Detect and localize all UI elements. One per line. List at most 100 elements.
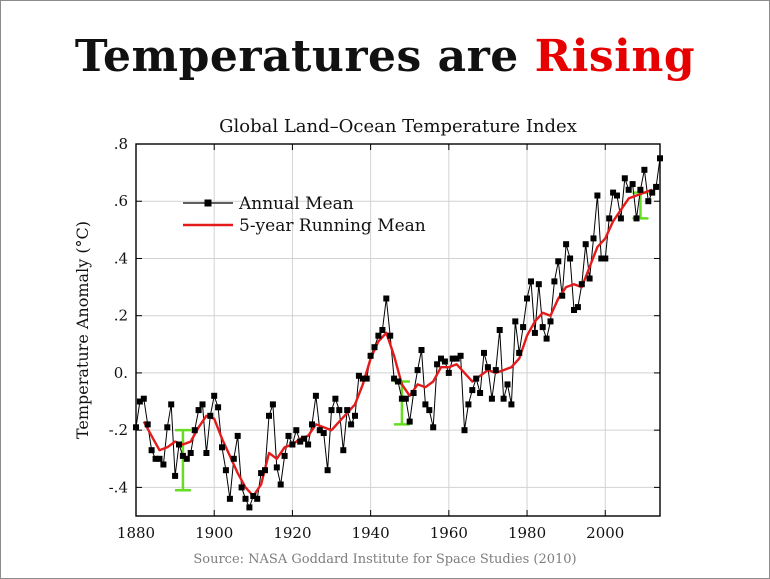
annual-mean-point: [148, 447, 155, 454]
annual-mean-point: [316, 427, 323, 434]
annual-mean-point: [262, 467, 268, 474]
x-tick-label: 1980: [508, 524, 546, 542]
slide-title-highlight: Rising: [534, 31, 696, 82]
annual-mean-point: [246, 504, 253, 511]
annual-mean-point: [508, 401, 515, 408]
annual-mean-point: [473, 375, 480, 382]
annual-mean-point: [539, 324, 546, 331]
y-tick-label: -.4: [109, 478, 128, 496]
annual-mean-point: [258, 470, 265, 477]
annual-mean-point: [219, 444, 225, 451]
y-tick-label: .8: [114, 135, 128, 153]
annual-mean-point: [387, 332, 394, 339]
annual-mean-point: [160, 461, 167, 468]
annual-mean-point: [606, 215, 613, 222]
annual-mean-point: [363, 375, 370, 382]
annual-mean-point: [414, 367, 421, 374]
annual-mean-point: [352, 412, 358, 419]
annual-mean-point: [594, 192, 601, 199]
legend-running-label: 5-year Running Mean: [239, 216, 426, 236]
annual-mean-point: [191, 427, 198, 434]
y-tick-label: -.2: [109, 421, 128, 439]
annual-mean-point: [297, 438, 304, 445]
annual-mean-point: [152, 455, 159, 462]
axes: 1880 1900 1920 1940 1960 1980 2000 -.4 -.2 0. .2 .4…: [109, 135, 660, 542]
annual-mean-point: [344, 407, 351, 414]
running-mean-line: [142, 188, 653, 498]
x-tick-label: 1960: [430, 524, 468, 542]
annual-mean-point: [168, 401, 175, 408]
annual-mean-point: [586, 275, 593, 282]
y-tick-label: .2: [114, 307, 128, 325]
annual-mean-point: [445, 369, 452, 376]
annual-mean-point: [312, 392, 319, 399]
annual-mean-point: [222, 467, 229, 474]
chart-title: Global Land–Ocean Temperature Index: [219, 116, 577, 137]
annual-mean-point: [559, 292, 566, 299]
annual-mean-point: [488, 395, 495, 402]
annual-mean-point: [164, 424, 171, 431]
series: [133, 155, 663, 511]
y-tick-label: 0.: [114, 364, 128, 382]
annual-mean-point: [469, 387, 476, 394]
annual-mean-point: [289, 441, 296, 448]
annual-mean-point: [633, 215, 640, 222]
annual-mean-point: [567, 255, 574, 262]
annual-mean-point: [176, 441, 182, 448]
annual-mean-point: [524, 295, 530, 302]
annual-mean-point: [516, 349, 523, 356]
annual-mean-point: [465, 401, 472, 408]
annual-mean-point: [226, 495, 233, 502]
annual-mean-point: [254, 495, 261, 502]
annual-mean-point: [637, 186, 644, 193]
uncertainty-bars: [174, 191, 649, 492]
annual-mean-point: [242, 495, 249, 502]
annual-mean-point: [367, 352, 374, 359]
annual-mean-point: [187, 450, 194, 456]
annual-mean-point: [398, 395, 405, 402]
annual-mean-point: [391, 375, 398, 382]
annual-mean-point: [477, 390, 484, 396]
annual-mean-point: [359, 375, 366, 382]
annual-mean-point: [179, 452, 186, 459]
annual-mean-point: [281, 452, 288, 459]
annual-mean-point: [578, 281, 585, 288]
annual-mean-point: [285, 432, 292, 439]
legend: Annual Mean 5-year Running Mean: [183, 194, 426, 236]
annual-mean-point: [156, 455, 163, 462]
annual-mean-point: [273, 464, 280, 471]
annual-mean-point: [496, 327, 503, 333]
annual-mean-point: [277, 481, 284, 488]
annual-mean-point: [320, 430, 327, 436]
annual-mean-point: [406, 418, 413, 425]
annual-mean-point: [551, 278, 558, 285]
annual-mean-point: [610, 189, 617, 196]
annual-mean-point: [528, 278, 534, 285]
source-note: Source: NASA Goddard Institute for Space…: [193, 552, 577, 567]
annual-mean-point: [574, 304, 581, 311]
annual-mean-point: [336, 407, 343, 414]
y-tick-label: .4: [114, 249, 128, 267]
annual-mean-point: [555, 258, 562, 265]
annual-mean-point: [590, 235, 597, 242]
x-tick-label: 2000: [586, 524, 624, 542]
annual-mean-point: [614, 192, 620, 199]
annual-mean-point: [426, 407, 433, 414]
annual-mean-point: [461, 427, 468, 434]
annual-mean-point: [332, 395, 339, 402]
grid: [136, 144, 660, 516]
annual-mean-point: [481, 349, 487, 356]
x-tick-label: 1920: [273, 524, 311, 542]
annual-mean-point: [230, 455, 237, 462]
annual-mean-point: [500, 395, 507, 402]
annual-mean-point: [379, 327, 386, 333]
annual-mean-point: [305, 441, 312, 448]
annual-mean-point: [269, 401, 276, 408]
annual-mean-point: [328, 407, 335, 414]
annual-mean-point: [301, 435, 308, 442]
slide-title: Temperatures are Rising: [1, 31, 769, 82]
annual-mean-point: [649, 189, 656, 196]
uncertainty-bar: [393, 380, 410, 426]
annual-mean-point: [625, 186, 632, 193]
